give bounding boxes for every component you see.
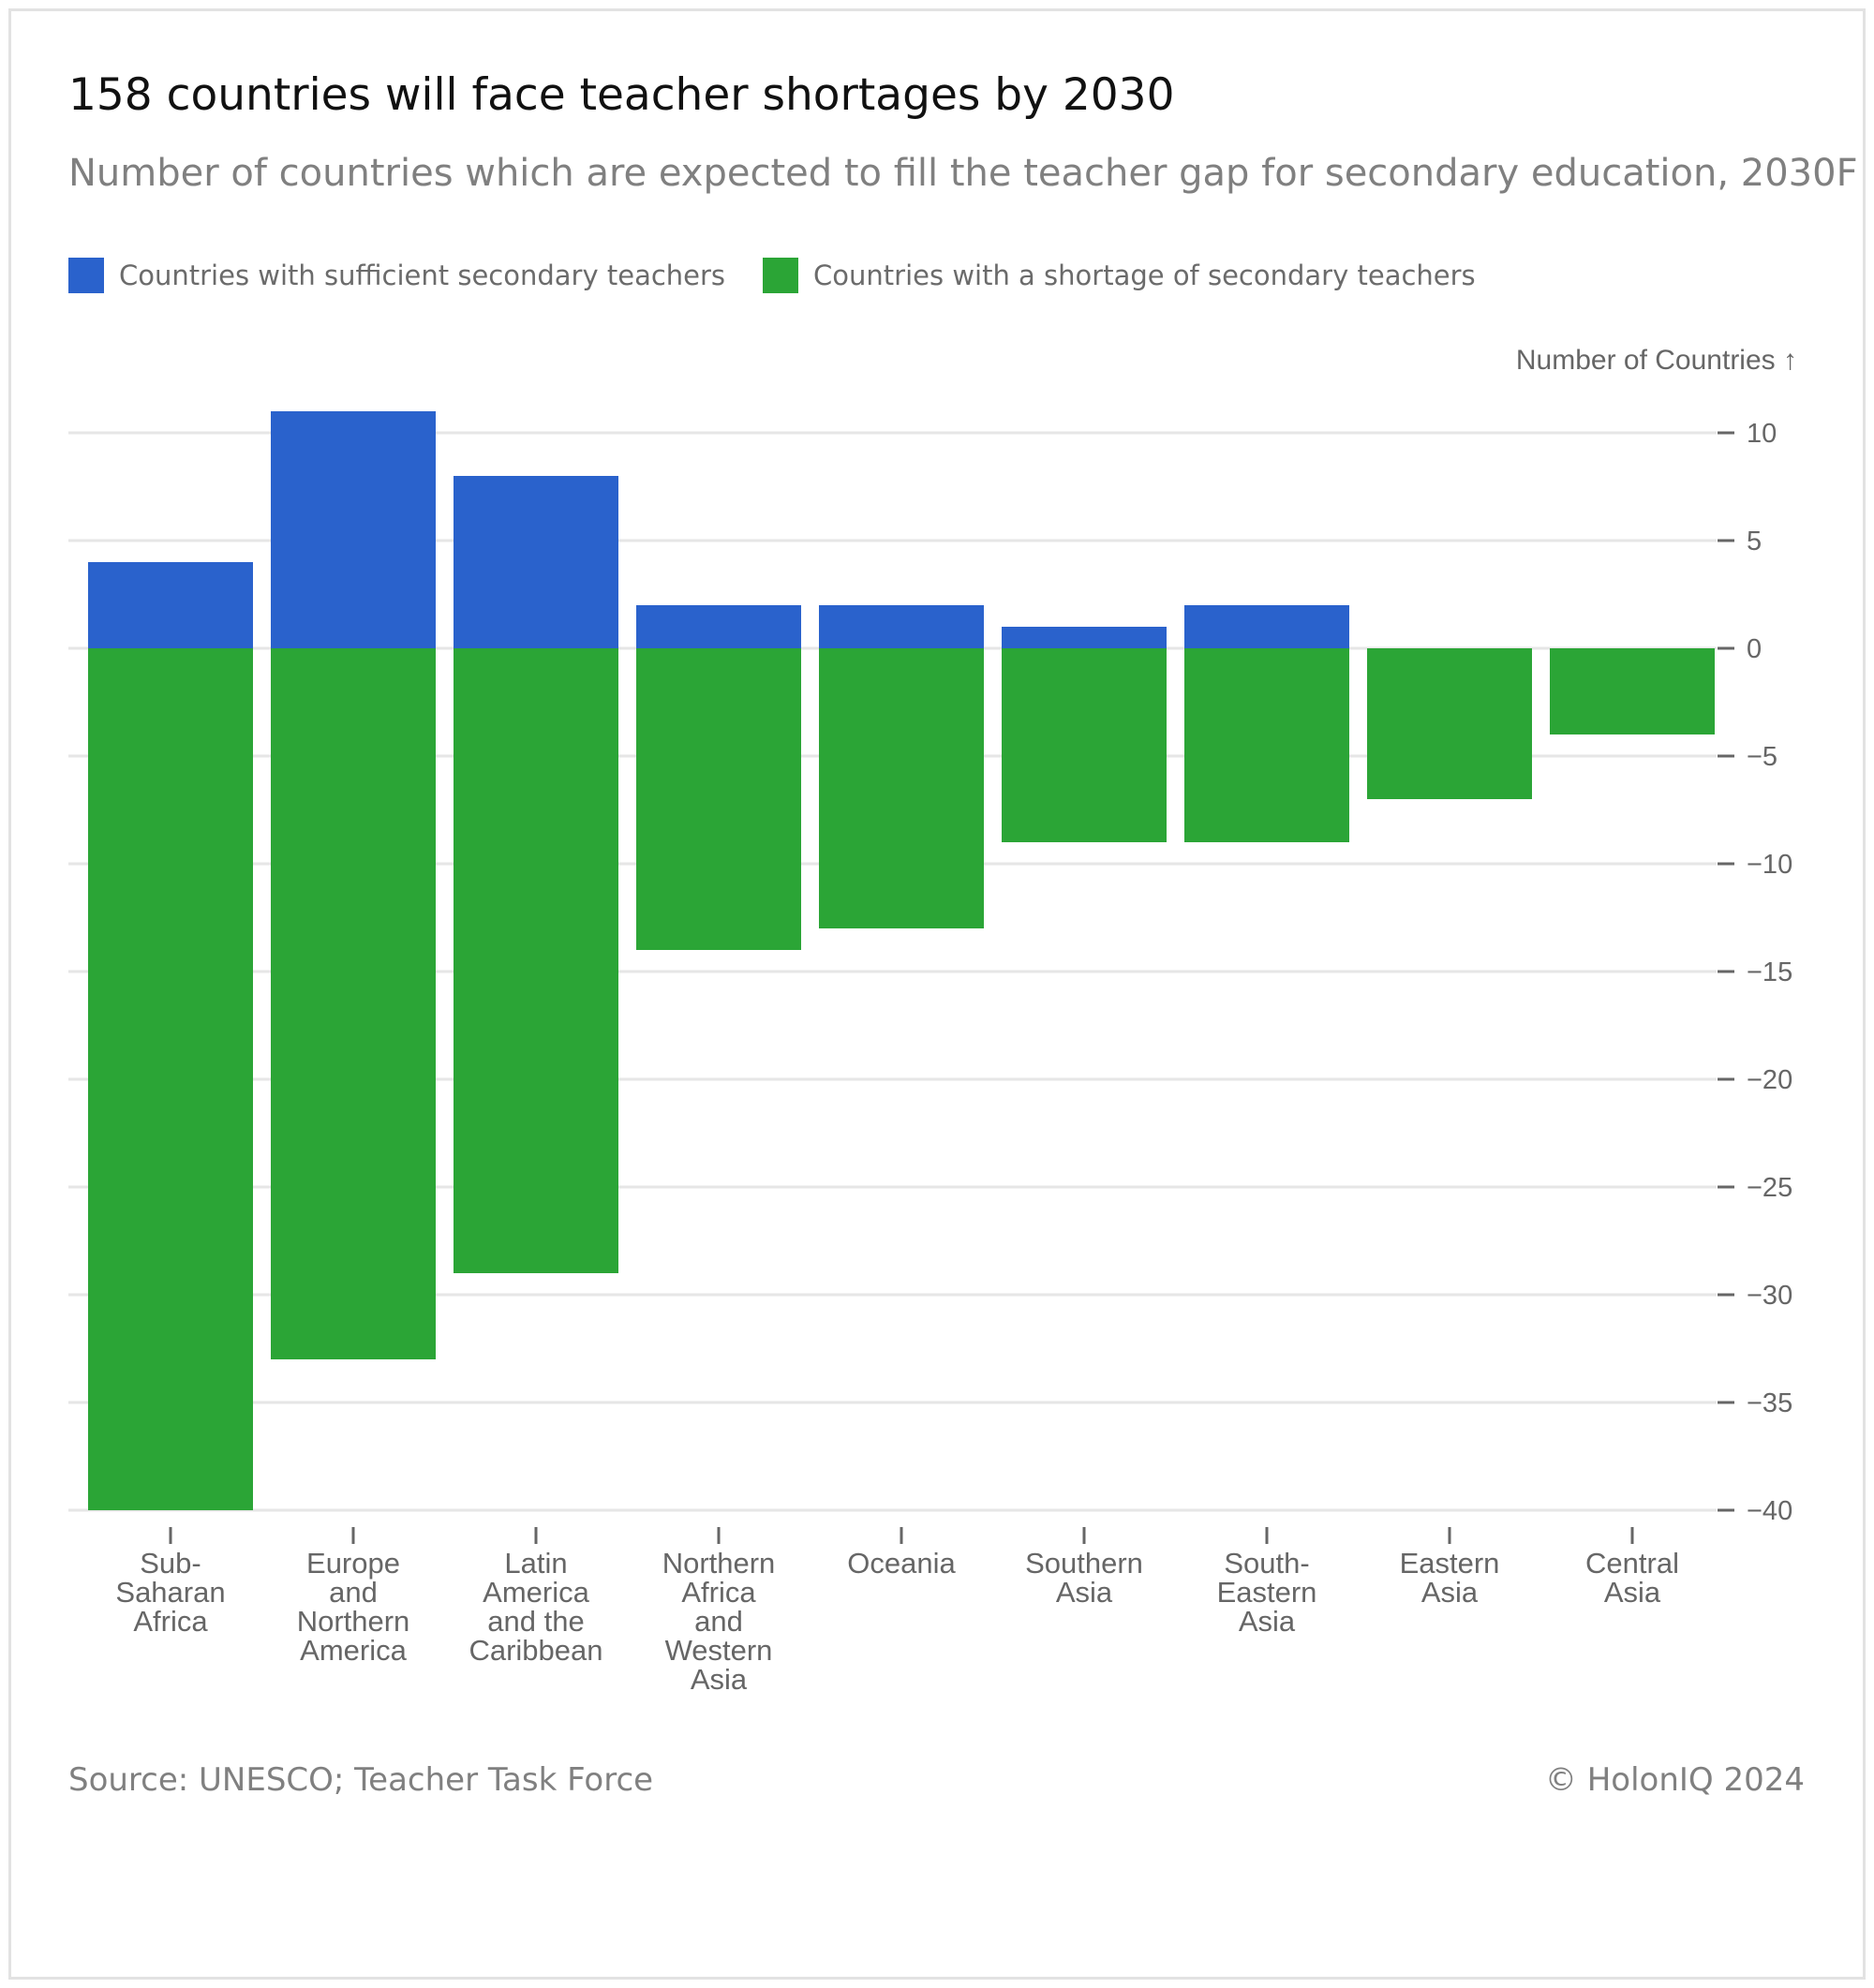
bar-sufficient bbox=[88, 562, 253, 648]
x-tick-label-line: Northern bbox=[297, 1605, 410, 1638]
bar-shortage bbox=[88, 648, 253, 1510]
x-tick-label: Central Asia bbox=[1585, 1547, 1679, 1609]
legend-label-sufficient: Countries with sufficient secondary teac… bbox=[119, 260, 726, 291]
x-tick-label-line: Asia bbox=[1239, 1605, 1296, 1638]
y-tick-label: −20 bbox=[1747, 1065, 1792, 1095]
bar-shortage bbox=[1367, 648, 1532, 799]
chart-subtitle: Number of countries which are expected t… bbox=[68, 152, 1858, 195]
y-tick-label: −30 bbox=[1747, 1281, 1792, 1311]
x-tick-label-line: Western bbox=[665, 1634, 773, 1667]
bar-sufficient bbox=[271, 411, 436, 648]
x-tick-label-line: Northern bbox=[662, 1547, 776, 1580]
bar-shortage bbox=[1002, 648, 1167, 842]
copyright-note: © HolonIQ 2024 bbox=[1544, 1761, 1805, 1799]
y-tick-label: 0 bbox=[1747, 634, 1762, 664]
x-tick-label-line: Caribbean bbox=[468, 1634, 602, 1667]
bar-sufficient bbox=[636, 605, 801, 648]
bar-shortage bbox=[1184, 648, 1349, 842]
bar-shortage bbox=[636, 648, 801, 950]
bar-shortage bbox=[1550, 648, 1715, 734]
x-tick-label-line: Latin bbox=[504, 1547, 567, 1580]
x-tick-label-line: Africa bbox=[133, 1605, 208, 1638]
x-tick-label-line: Central bbox=[1585, 1547, 1679, 1580]
x-tick-label: Northern Africa and Western Asia bbox=[662, 1547, 776, 1696]
x-tick-label-line: Asia bbox=[1421, 1576, 1479, 1609]
x-tick-label-line: Eastern bbox=[1217, 1576, 1317, 1609]
x-tick-label-line: Sub- bbox=[140, 1547, 201, 1580]
y-tick-label: −10 bbox=[1747, 850, 1792, 880]
x-tick-label-line: Southern bbox=[1025, 1547, 1143, 1580]
y-tick-label: −35 bbox=[1747, 1388, 1792, 1418]
x-tick-label-line: Asia bbox=[1604, 1576, 1661, 1609]
x-tick-label-line: Asia bbox=[1056, 1576, 1113, 1609]
x-tick-label: South-Eastern Asia bbox=[1217, 1547, 1317, 1638]
source-note: Source: UNESCO; Teacher Task Force bbox=[68, 1761, 654, 1799]
bar-sufficient bbox=[1002, 627, 1167, 648]
x-tick-label-line: South- bbox=[1224, 1547, 1309, 1580]
y-tick-label: 5 bbox=[1747, 527, 1762, 556]
bar-sufficient bbox=[819, 605, 984, 648]
y-tick-label: −5 bbox=[1747, 742, 1777, 772]
x-tick-label-line: Europe bbox=[306, 1547, 400, 1580]
bar-shortage bbox=[271, 648, 436, 1359]
x-tick-label-line: Africa bbox=[681, 1576, 756, 1609]
legend-item-shortage[interactable]: Countries with a shortage of secondary t… bbox=[763, 258, 1476, 293]
bar-chart: 10 5 0 −5 −10 −15 −20 −25 −30 −35 −40 Number of Cou… bbox=[68, 345, 1797, 1696]
y-tick-label: −40 bbox=[1747, 1496, 1792, 1526]
x-tick-label: Southern Asia bbox=[1025, 1547, 1143, 1609]
x-tick-label-line: Oceania bbox=[847, 1547, 956, 1580]
legend-item-sufficient[interactable]: Countries with sufficient secondary teac… bbox=[68, 258, 725, 293]
y-axis-label: Number of Countries ↑ bbox=[1516, 345, 1797, 376]
legend-swatch-sufficient bbox=[68, 258, 104, 293]
x-tick-label: Sub-Saharan Africa bbox=[115, 1547, 225, 1638]
x-tick-label-line: and bbox=[694, 1605, 743, 1638]
x-tick-label: Latin America and the Caribbean bbox=[468, 1547, 602, 1667]
y-tick-label: −25 bbox=[1747, 1173, 1792, 1203]
x-tick-label-line: Asia bbox=[691, 1663, 748, 1696]
x-tick-label-line: America bbox=[300, 1634, 407, 1667]
legend-swatch-shortage bbox=[763, 258, 799, 293]
x-tick-label-line: Eastern bbox=[1400, 1547, 1500, 1580]
bar-sufficient bbox=[1184, 605, 1349, 648]
x-tick-label: Eastern Asia bbox=[1400, 1547, 1500, 1609]
x-tick-label: Europe and Northern America bbox=[297, 1547, 410, 1667]
bar-sufficient bbox=[454, 476, 618, 648]
x-tick-label: Oceania bbox=[847, 1547, 956, 1580]
x-tick-label-line: and bbox=[329, 1576, 378, 1609]
x-tick-label-line: Saharan bbox=[115, 1576, 225, 1609]
bar-shortage bbox=[454, 648, 618, 1273]
y-tick-label: 10 bbox=[1747, 419, 1777, 449]
y-tick-label: −15 bbox=[1747, 957, 1792, 987]
x-tick-label-line: and the bbox=[487, 1605, 584, 1638]
chart-title: 158 countries will face teacher shortage… bbox=[68, 69, 1175, 121]
bar-shortage bbox=[819, 648, 984, 928]
x-tick-label-line: America bbox=[483, 1576, 589, 1609]
legend-label-shortage: Countries with a shortage of secondary t… bbox=[813, 260, 1476, 291]
legend: Countries with sufficient secondary teac… bbox=[68, 257, 1513, 294]
